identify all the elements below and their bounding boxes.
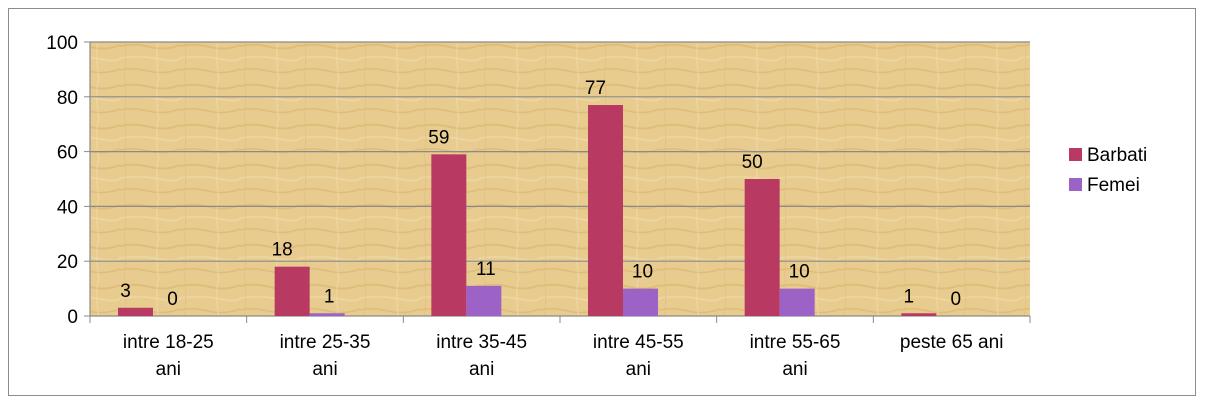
bar-femei	[466, 285, 502, 316]
bar-barbati	[901, 313, 937, 316]
x-tick-label: intre 45-55	[593, 332, 684, 353]
data-label: 18	[272, 240, 293, 261]
data-label: 10	[632, 262, 653, 283]
bar-barbati	[588, 105, 623, 317]
x-tick-label: ani	[782, 359, 807, 380]
bar-barbati	[118, 307, 153, 316]
x-tick-label: ani	[626, 359, 651, 380]
bar-barbati	[744, 179, 780, 316]
data-label: 1	[324, 286, 335, 307]
y-tick-label: 20	[57, 252, 78, 273]
data-label: 77	[585, 78, 606, 99]
x-tick-label: ani	[312, 359, 337, 380]
legend-label-barbati: Barbati	[1087, 145, 1147, 166]
data-label: 59	[428, 127, 449, 148]
data-label: 1	[904, 286, 915, 307]
data-label: 11	[476, 259, 496, 280]
x-tick-label: ani	[156, 359, 181, 380]
legend: Barbati Femei	[1069, 145, 1147, 196]
y-tick-label: 80	[57, 88, 78, 109]
data-label: 10	[789, 262, 810, 283]
x-tick-label: peste 65 ani	[900, 332, 1004, 353]
legend-label-femei: Femei	[1087, 175, 1140, 196]
x-tick-label: intre 18-25	[123, 332, 214, 353]
x-tick-label: ani	[469, 359, 494, 380]
data-label: 3	[120, 281, 131, 302]
bar-femei	[779, 288, 815, 316]
data-label: 50	[742, 152, 763, 173]
y-tick-label: 100	[46, 33, 78, 54]
y-tick-label: 60	[57, 143, 78, 164]
data-label: 0	[167, 289, 178, 310]
y-tick-label: 0	[67, 307, 78, 328]
plot-area	[90, 42, 1030, 316]
bar-femei	[623, 288, 658, 316]
data-label: 0	[951, 289, 962, 310]
bar-barbati	[274, 266, 310, 316]
x-tick-label: intre 35-45	[436, 332, 527, 353]
y-tick-label: 40	[57, 197, 78, 218]
x-tick-label: intre 55-65	[750, 332, 841, 353]
bar-femei	[309, 313, 345, 316]
legend-swatch-barbati	[1069, 148, 1082, 161]
x-tick-label: intre 25-35	[280, 332, 371, 353]
legend-swatch-femei	[1069, 178, 1082, 191]
bar-barbati	[431, 154, 467, 316]
